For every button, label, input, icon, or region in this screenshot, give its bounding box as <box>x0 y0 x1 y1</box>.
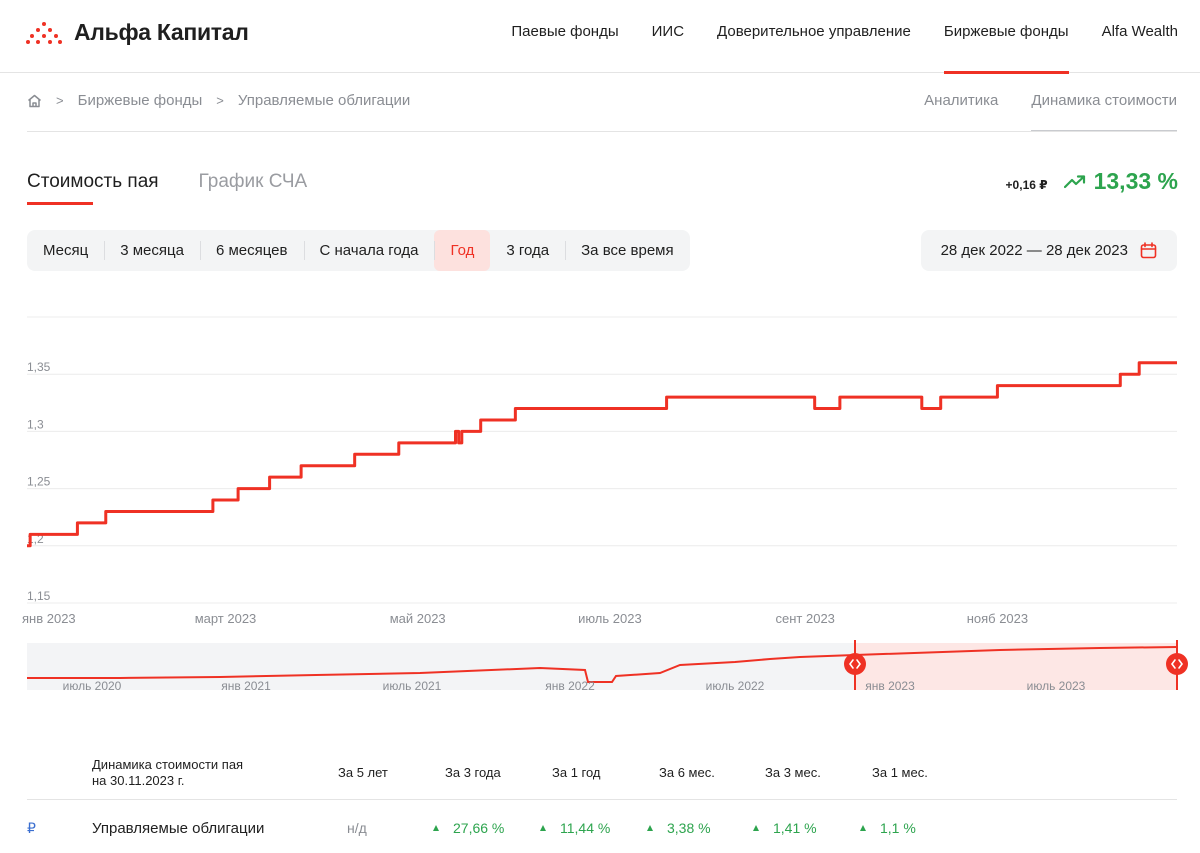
table-caption-title: Динамика стоимости пая <box>92 757 244 772</box>
breadcrumb-item-managed-bonds[interactable]: Управляемые облигации <box>237 92 411 109</box>
navigator-tick-label: июль 2021 <box>383 679 442 693</box>
change-percent: 13,33 % <box>1093 168 1178 194</box>
col-header-3m: За 3 мес. <box>765 765 821 780</box>
table-caption-date: на 30.11.2023 г. <box>92 773 185 788</box>
navigator-tick-label: июль 2023 <box>1027 679 1086 693</box>
main-nav: Паевые фонды ИИС Доверительное управлени… <box>478 0 1178 74</box>
x-tick-label: нояб 2023 <box>967 611 1028 626</box>
subnav-analytics[interactable]: Аналитика <box>924 92 999 109</box>
y-tick-label: 1,15 <box>27 589 51 603</box>
y-tick-label: 1,25 <box>27 475 51 489</box>
return-6m: 3,38 % <box>647 820 711 836</box>
x-tick-label: май 2023 <box>390 611 446 626</box>
home-icon[interactable] <box>27 94 42 108</box>
tab-unit-price[interactable]: Стоимость пая <box>27 171 159 205</box>
up-triangle-icon <box>433 825 439 831</box>
table-caption: Динамика стоимости пая на 30.11.2023 г. <box>92 757 292 789</box>
chevron-right-icon: > <box>56 93 64 108</box>
breadcrumb: > Биржевые фонды > Управляемые облигации <box>27 92 410 109</box>
tab-nav-chart[interactable]: График СЧА <box>198 171 308 192</box>
period-3-months[interactable]: 3 месяца <box>104 230 200 271</box>
nav-item-mutual-funds[interactable]: Паевые фонды <box>511 23 619 40</box>
col-header-3y: За 3 года <box>445 765 501 780</box>
navigator-background <box>27 643 855 690</box>
trend-up-icon <box>1063 174 1085 188</box>
logo[interactable]: Альфа Капитал <box>26 18 249 46</box>
navigator-tick-label: янв 2023 <box>865 679 915 693</box>
date-range-picker[interactable]: 28 дек 2022 — 28 дек 2023 <box>920 230 1177 271</box>
y-tick-label: 1,3 <box>27 417 44 431</box>
navigator-tick-label: июль 2022 <box>706 679 765 693</box>
price-change: +0,16 ₽ 13,33 % <box>1006 168 1178 195</box>
period-year[interactable]: Год <box>434 230 491 271</box>
price-series-line <box>27 361 1177 548</box>
divider <box>27 131 1177 132</box>
return-1y: 11,44 % <box>540 820 610 836</box>
navigator-left-handle[interactable] <box>844 653 866 675</box>
navigator-tick-label: янв 2022 <box>545 679 595 693</box>
logo-dots-icon <box>26 18 62 46</box>
period-month[interactable]: Месяц <box>43 242 89 259</box>
nav-item-alfa-wealth[interactable]: Alfa Wealth <box>1101 23 1178 40</box>
x-tick-label: янв 2023 <box>22 611 76 626</box>
col-header-1m: За 1 мес. <box>872 765 928 780</box>
subnav-price-dynamics[interactable]: Динамика стоимости <box>1031 92 1177 132</box>
navigator-tick-label: янв 2021 <box>221 679 271 693</box>
nav-item-iis[interactable]: ИИС <box>651 23 685 40</box>
chevron-right-icon: > <box>216 93 224 108</box>
change-absolute: +0,16 ₽ <box>1005 177 1048 192</box>
nav-item-trust-management[interactable]: Доверительное управление <box>717 23 911 40</box>
x-tick-label: сент 2023 <box>776 611 835 626</box>
return-5y: н/д <box>347 820 367 836</box>
nav-item-exchange-funds[interactable]: Биржевые фонды <box>943 0 1069 74</box>
returns-table: Динамика стоимости пая на 30.11.2023 г. … <box>27 750 1177 853</box>
currency-ruble-icon: ₽ <box>27 820 36 836</box>
y-tick-label: 1,35 <box>27 360 51 374</box>
period-ytd[interactable]: С начала года <box>303 230 435 271</box>
breadcrumb-item-exchange-funds[interactable]: Биржевые фонды <box>77 92 203 109</box>
site-header: Альфа Капитал Паевые фонды ИИС Доверител… <box>0 0 1200 74</box>
period-selector: Месяц 3 месяца 6 месяцев С начала года Г… <box>27 230 690 271</box>
return-1m: 1,1 % <box>860 820 916 836</box>
period-all-time[interactable]: За все время <box>565 230 689 271</box>
chart-tabs: Стоимость пая График СЧА <box>27 171 347 205</box>
up-triangle-icon <box>860 825 866 831</box>
navigator-right-handle[interactable] <box>1166 653 1188 675</box>
date-range-text: 28 дек 2022 — 28 дек 2023 <box>940 242 1128 259</box>
chart-range-navigator[interactable]: июль 2020 янв 2021 июль 2021 янв 2022 июль 2… <box>0 640 1200 700</box>
navigator-selected-range <box>855 643 1177 690</box>
sub-nav: Аналитика Динамика стоимости <box>891 92 1177 132</box>
drag-arrows-icon <box>1171 659 1183 669</box>
logo-text: Альфа Капитал <box>74 18 249 45</box>
calendar-icon <box>1140 242 1157 259</box>
col-header-5y: За 5 лет <box>338 765 388 780</box>
navigator-tick-label: июль 2020 <box>63 679 122 693</box>
up-triangle-icon <box>753 825 759 831</box>
fund-name[interactable]: Управляемые облигации <box>92 820 265 837</box>
col-header-6m: За 6 мес. <box>659 765 715 780</box>
table-header: Динамика стоимости пая на 30.11.2023 г. … <box>27 750 1177 800</box>
x-tick-label: март 2023 <box>195 611 257 626</box>
return-3m: 1,41 % <box>753 820 817 836</box>
period-3-years[interactable]: 3 года <box>506 242 550 259</box>
period-6-months[interactable]: 6 месяцев <box>199 230 304 271</box>
col-header-1y: За 1 год <box>552 765 601 780</box>
table-row: ₽ Управляемые облигации н/д 27,66 % 11,4… <box>27 800 1177 853</box>
up-triangle-icon <box>540 825 546 831</box>
x-tick-label: июль 2023 <box>578 611 642 626</box>
drag-arrows-icon <box>849 659 861 669</box>
up-triangle-icon <box>647 825 653 831</box>
return-3y: 27,66 % <box>433 820 504 836</box>
